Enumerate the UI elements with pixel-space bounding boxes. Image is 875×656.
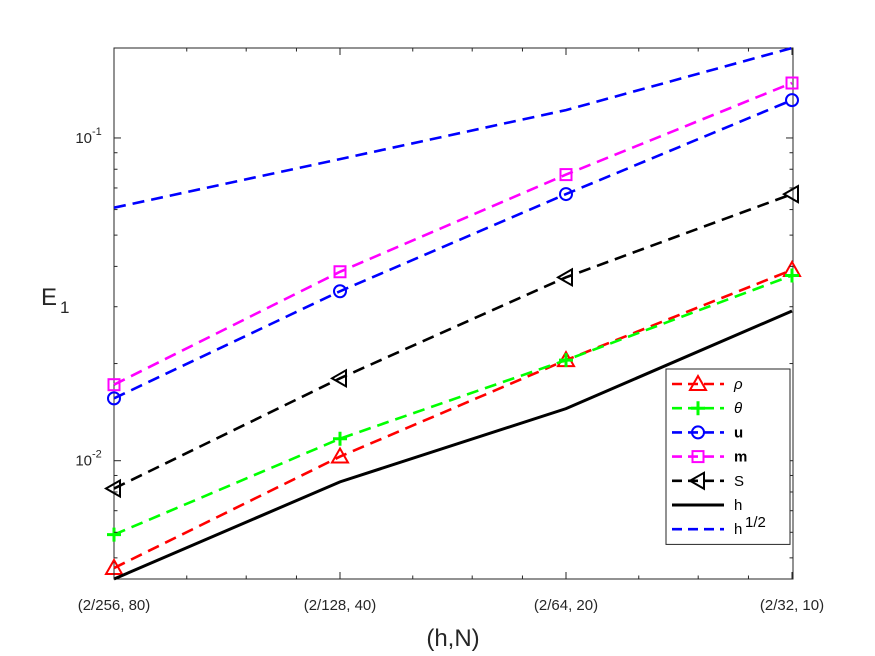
data-point	[785, 268, 799, 283]
data-point	[329, 368, 347, 389]
y-axis-title: E	[41, 284, 57, 311]
legend-box	[665, 368, 791, 545]
legend-label: S	[734, 473, 744, 490]
series-line	[113, 268, 793, 570]
data-point	[333, 431, 347, 446]
series-line	[113, 46, 793, 209]
series-line	[113, 309, 793, 581]
x-tick-label: (2/256, 80)	[78, 597, 151, 614]
data-point	[103, 478, 121, 499]
labels-layer: (2/256, 80) (2/128, 40) (2/64, 20) (2/32, 1…	[41, 126, 824, 652]
series-2	[107, 93, 799, 406]
legend-entry: θ	[672, 400, 742, 417]
legend-label: h	[734, 497, 742, 514]
series-6	[113, 46, 793, 209]
series-3	[107, 76, 799, 392]
x-tick-label: (2/128, 40)	[304, 597, 377, 614]
legend-entry: ρ	[672, 373, 743, 393]
legend-entry: u	[672, 424, 743, 441]
legend-entry: h 1/2	[672, 514, 766, 538]
legend-entry: S	[672, 471, 744, 491]
data-point	[330, 446, 350, 464]
data-point	[559, 353, 573, 368]
series-1	[107, 268, 799, 542]
x-tick-label: (2/64, 20)	[534, 597, 598, 614]
data-point	[107, 378, 121, 392]
legend-entry: h	[672, 497, 742, 514]
series-5	[113, 309, 793, 581]
legend-label-superscript: 1/2	[745, 514, 766, 531]
y-tick-label: 10	[75, 453, 92, 470]
y-tick-label-exponent: -1	[92, 126, 102, 138]
series-line	[113, 274, 793, 536]
legend-marker	[691, 450, 705, 464]
series-line	[113, 192, 793, 490]
y-tick-label-exponent: -2	[92, 449, 102, 461]
legend-marker	[691, 425, 705, 440]
legend-label: h	[734, 521, 742, 538]
data-point	[333, 265, 347, 279]
series-layer	[103, 46, 802, 581]
data-point	[785, 93, 799, 108]
data-point	[785, 76, 799, 90]
y-axis-title-subscript: 1	[60, 298, 69, 317]
y-tick-label: 10	[75, 130, 92, 147]
data-point	[555, 267, 573, 288]
data-point	[559, 187, 573, 202]
legend-marker	[688, 373, 708, 391]
x-axis-title: (h,N)	[426, 625, 479, 652]
series-line	[113, 98, 793, 400]
legend-label: θ	[734, 400, 742, 417]
legend-entry: m	[672, 449, 747, 466]
data-point	[559, 168, 573, 182]
legend-label: u	[734, 424, 743, 441]
data-point	[333, 284, 347, 299]
legend-marker	[687, 471, 705, 491]
data-point	[107, 527, 121, 542]
data-point	[107, 391, 121, 406]
legend-label: ρ	[733, 376, 743, 393]
x-tick-label: (2/32, 10)	[760, 597, 824, 614]
legend-marker	[691, 401, 705, 416]
legend-label: m	[734, 449, 747, 466]
series-4	[103, 184, 799, 499]
data-point	[781, 184, 799, 204]
